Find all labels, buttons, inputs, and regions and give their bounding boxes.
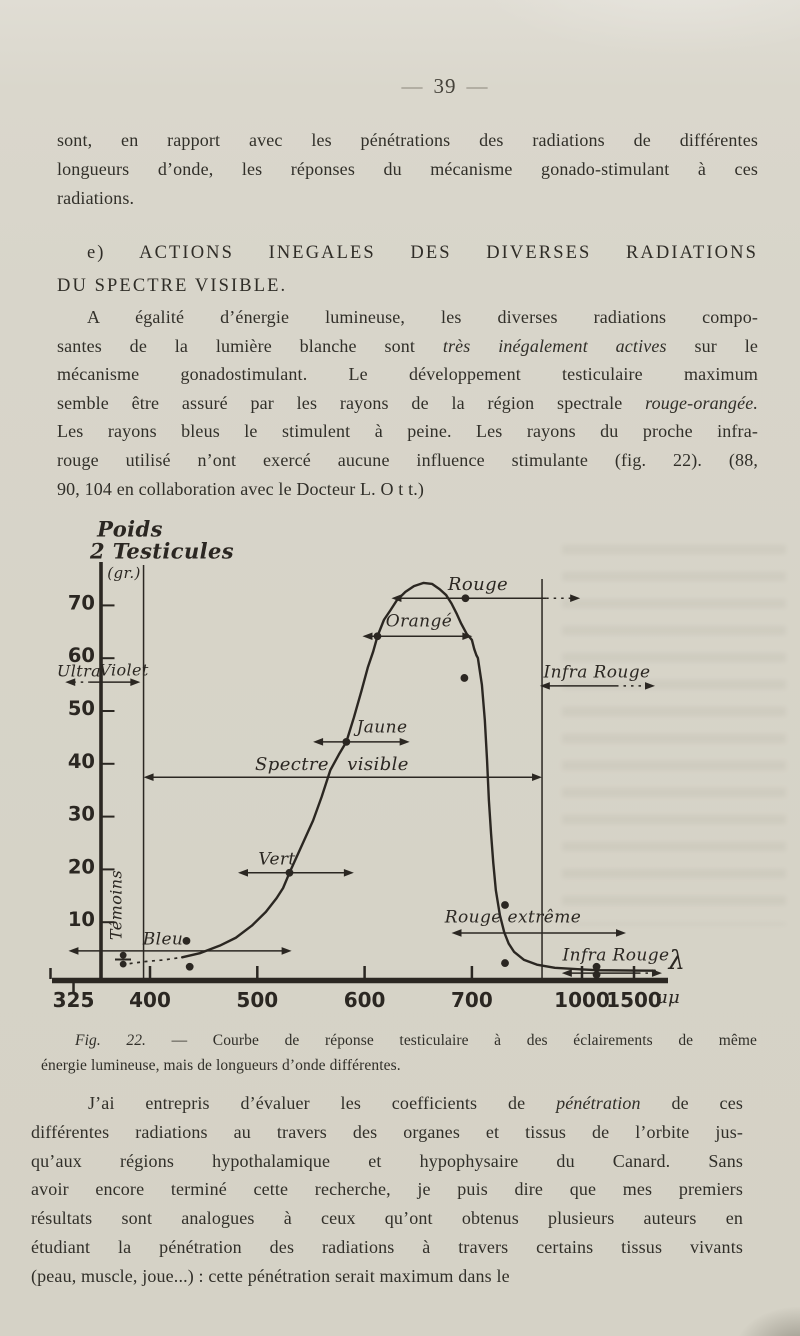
heading-line: e) ACTIONS INEGALES DES DIVERSES RADIATI…	[87, 243, 758, 263]
text-line: santes de la lumière blanche sont très i…	[57, 335, 758, 356]
orange-band-arrowhead-right	[462, 632, 473, 641]
figure-label-mumu: μμ	[656, 987, 680, 1008]
text-line: semble être assuré par les rayons de la …	[57, 392, 758, 413]
text-line: 90, 104 en collaboration avec le Docteur…	[57, 478, 425, 499]
data-point-jaune	[342, 737, 351, 746]
rouge-band-arrowhead-left	[391, 594, 402, 603]
vert-band-arrowhead-right	[343, 868, 354, 877]
spectre-visible-band-arrowhead-left	[143, 773, 154, 782]
y-tick-label: 20	[68, 855, 95, 878]
text-line: A égalité d’énergie lumineuse, les diver…	[87, 307, 758, 327]
figure-label-lambda: λ	[668, 946, 686, 976]
text-line: sont, en rapport avec les pénétrations d…	[57, 130, 758, 150]
figure-label-deux-testicules: 2 Testicules	[89, 539, 234, 564]
rouge-band-arrowhead-right	[570, 594, 581, 603]
data-point-rouge-mid	[460, 674, 469, 682]
figure-label-rouge: Rouge	[447, 574, 508, 595]
x-tick-label: 325	[53, 988, 95, 1012]
text-line: J’ai entrepris d’évaluer les coefficient…	[88, 1093, 743, 1113]
text-line: rouge utilisé n’ont exercé aucune influe…	[57, 449, 758, 470]
data-point-infra-lower	[592, 970, 601, 979]
heading-line: DU SPECTRE VISIBLE.	[57, 275, 288, 296]
intro-paragraph: sont, en rapport avec les pénétrations d…	[57, 126, 758, 213]
closing-paragraph: J’ai entrepris d’évaluer les coefficient…	[31, 1089, 743, 1291]
x-tick-label: 1000	[554, 988, 610, 1012]
y-tick-label: 40	[68, 750, 95, 773]
data-point-rouge	[461, 594, 470, 603]
page-number-value: 39	[433, 74, 457, 98]
ultra-violet-band-arrowhead-right	[130, 678, 141, 686]
caption-line: énergie lumineuse, mais de longueurs d’o…	[41, 1057, 401, 1074]
y-tick-label: 70	[68, 591, 95, 614]
text-line: différentes radiations au travers des or…	[31, 1121, 743, 1142]
data-point-temoins-lower	[119, 960, 127, 968]
data-point-infra-upper	[592, 962, 601, 971]
vert-band-arrowhead-left	[237, 868, 248, 877]
y-tick-label: 60	[68, 644, 95, 667]
figure-label-spectre: Spectre	[255, 754, 329, 775]
figure-label-infra-rouge-bas: Infra Rouge	[562, 946, 670, 966]
infra-rouge-bottom-band-arrowhead-right	[651, 969, 662, 977]
page-number-dash-left: —	[401, 74, 424, 98]
x-tick-label: 600	[344, 988, 386, 1012]
figure-label-visible: visible	[347, 754, 409, 775]
rouge-extreme-band-arrowhead-left	[451, 929, 462, 937]
data-point-bleu-low	[185, 962, 194, 971]
figure-label-temoins: Témoins	[107, 870, 126, 940]
data-point-rouge-extreme-high	[501, 901, 509, 909]
scan-bleed-through	[562, 545, 786, 925]
figure-label-rouge-extreme: Rouge extrême	[444, 908, 581, 928]
y-tick-label: 50	[68, 697, 95, 720]
figure-label-poids: Poids	[96, 517, 163, 542]
x-tick-label: 500	[236, 988, 278, 1012]
text-line: Les rayons bleus le stimulent à peine. L…	[57, 421, 758, 442]
text-line: radiations.	[57, 188, 135, 208]
figure-label-orange: Orangé	[386, 612, 453, 632]
orange-band-arrowhead-left	[362, 632, 373, 641]
data-point-orange	[373, 632, 382, 641]
text-line: longueurs d’onde, les réponses du mécani…	[57, 159, 758, 179]
figure-label-bleu: Bleu	[142, 930, 184, 950]
data-point-temoins-upper	[119, 951, 127, 959]
figure-label-vert: Vert	[258, 850, 295, 870]
y-tick-label: 10	[68, 908, 95, 931]
spectre-visible-band-arrowhead-right	[532, 773, 543, 782]
page-number-dash-right: —	[466, 74, 489, 98]
infra-rouge-bottom-band-arrowhead-left	[561, 969, 572, 977]
figure-label-jaune: Jaune	[354, 718, 408, 738]
data-point-bleu	[182, 937, 191, 945]
figure-label-violet: Violet	[99, 661, 149, 680]
caption-line: Fig. 22. — Courbe de réponse testiculair…	[75, 1032, 757, 1049]
figure-caption: Fig. 22. — Courbe de réponse testiculair…	[41, 1028, 757, 1078]
infra-rouge-top-band-arrowhead-left	[539, 682, 550, 690]
text-line: avoir encore terminé cette recherche, je…	[31, 1179, 743, 1200]
text-line: étudiant la pénétration des radiations à…	[31, 1236, 743, 1257]
y-tick-label: 30	[68, 803, 95, 826]
x-tick-label: 400	[129, 988, 171, 1012]
rouge-extreme-band-arrowhead-right	[615, 929, 626, 937]
bleu-band-arrowhead-left	[68, 947, 79, 955]
curve-dashed-leadin	[129, 956, 183, 965]
bleu-band-arrowhead-right	[281, 947, 292, 955]
jaune-band-arrowhead-right	[399, 738, 410, 746]
figure-label-infra-rouge-haut: Infra Rouge	[543, 663, 651, 683]
infra-rouge-top-band-arrowhead-right	[645, 682, 656, 690]
text-line: (peau, muscle, joue...) : cette pénétrat…	[31, 1265, 510, 1286]
data-point-vert	[285, 868, 294, 877]
x-tick-label: 700	[451, 988, 493, 1012]
text-line: mécanisme gonadostimulant. Le développem…	[57, 364, 758, 385]
data-point-rouge-extreme-low	[501, 959, 509, 967]
figure-label-ultra: Ultra	[57, 662, 101, 681]
text-line: qu’aux régions hypothalamique et hypophy…	[31, 1150, 743, 1171]
page-number: — 39 —	[345, 74, 545, 99]
ultra-violet-band-arrowhead-left	[65, 678, 76, 686]
section-heading: e) ACTIONS INEGALES DES DIVERSES RADIATI…	[57, 237, 758, 302]
jaune-band-arrowhead-left	[313, 738, 324, 746]
x-tick-label: 1500	[606, 988, 662, 1012]
text-line: résultats sont analogues à ceux qu’ont o…	[31, 1208, 743, 1229]
figure-label-gr: (gr.)	[107, 564, 141, 582]
main-paragraph: A égalité d’énergie lumineuse, les diver…	[57, 303, 758, 503]
